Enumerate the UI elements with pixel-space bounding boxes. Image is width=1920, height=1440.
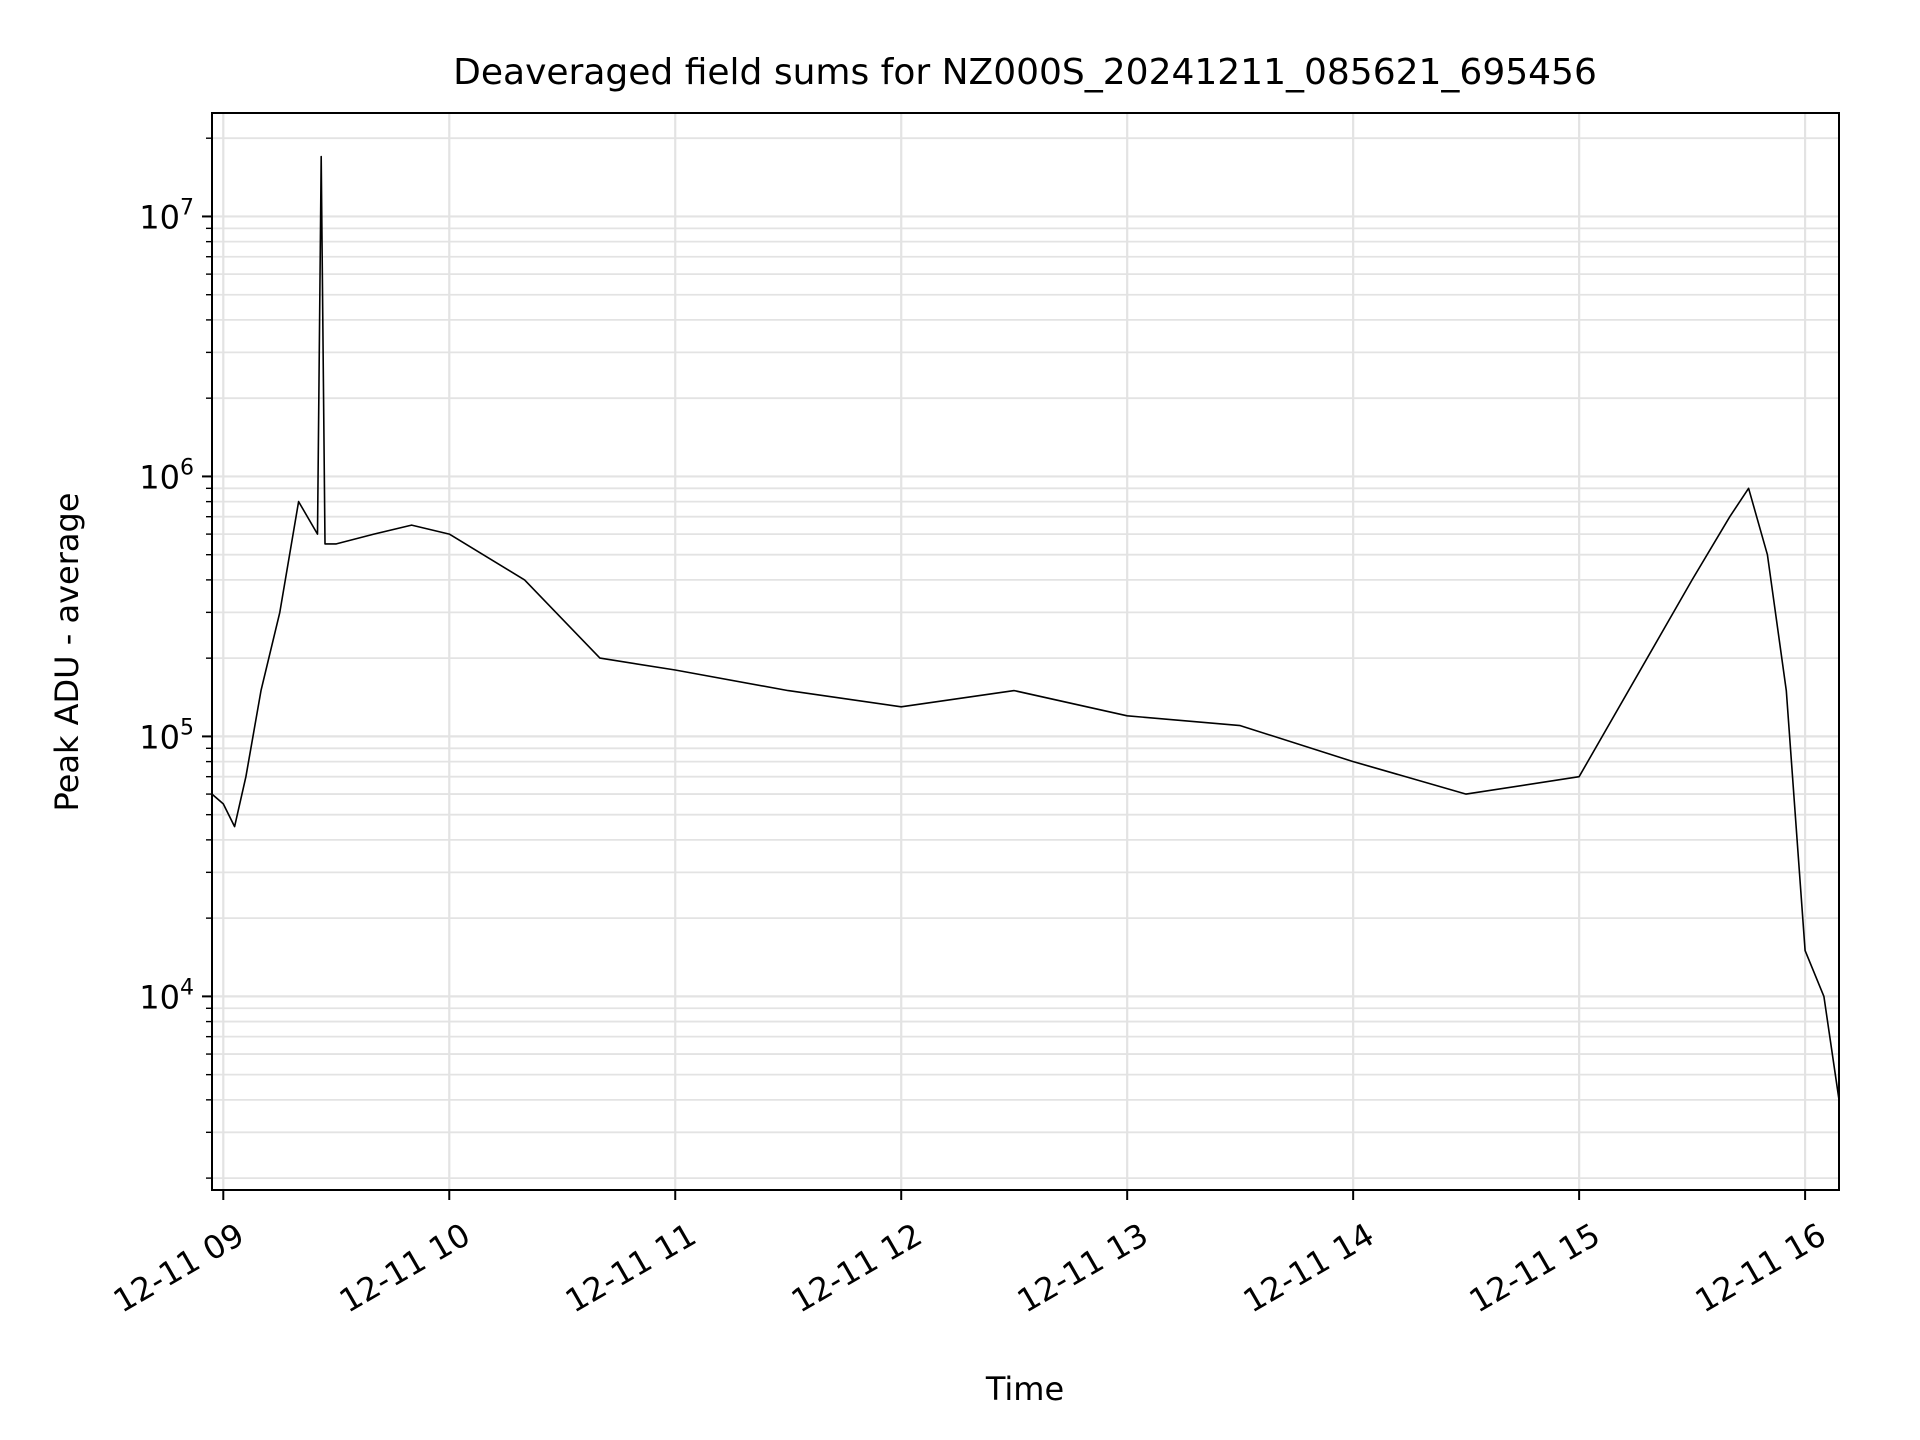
x-tick-label: 12-11 11 (559, 1215, 703, 1320)
chart-title: Deaveraged field sums for NZ000S_2024121… (453, 52, 1597, 93)
plot-frame (211, 112, 1840, 1191)
x-tick-label: 12-11 16 (1689, 1215, 1833, 1320)
y-axis-label: Peak ADU - average (48, 493, 86, 812)
y-tick-label: 104 (139, 975, 194, 1016)
x-tick-label: 12-11 10 (333, 1215, 477, 1320)
x-tick-label: 12-11 09 (107, 1215, 251, 1320)
x-tick-label: 12-11 13 (1011, 1215, 1155, 1320)
x-ticks: 12-11 09 12-11 10 12-11 11 12-11 12 12-11 13… (107, 1190, 1832, 1320)
x-tick-label: 12-11 12 (785, 1215, 929, 1320)
y-tick-label: 107 (139, 195, 194, 236)
y-ticks: 104 105 106 107 (139, 137, 212, 1179)
series (211, 155, 1840, 1100)
x-axis-label: Time (985, 1370, 1064, 1408)
y-tick-label: 106 (139, 455, 194, 496)
x-tick-label: 12-11 14 (1237, 1215, 1381, 1320)
y-tick-label: 105 (139, 715, 194, 756)
series-line (211, 155, 1840, 1100)
x-tick-label: 12-11 15 (1463, 1215, 1607, 1320)
grid (212, 113, 1839, 1190)
